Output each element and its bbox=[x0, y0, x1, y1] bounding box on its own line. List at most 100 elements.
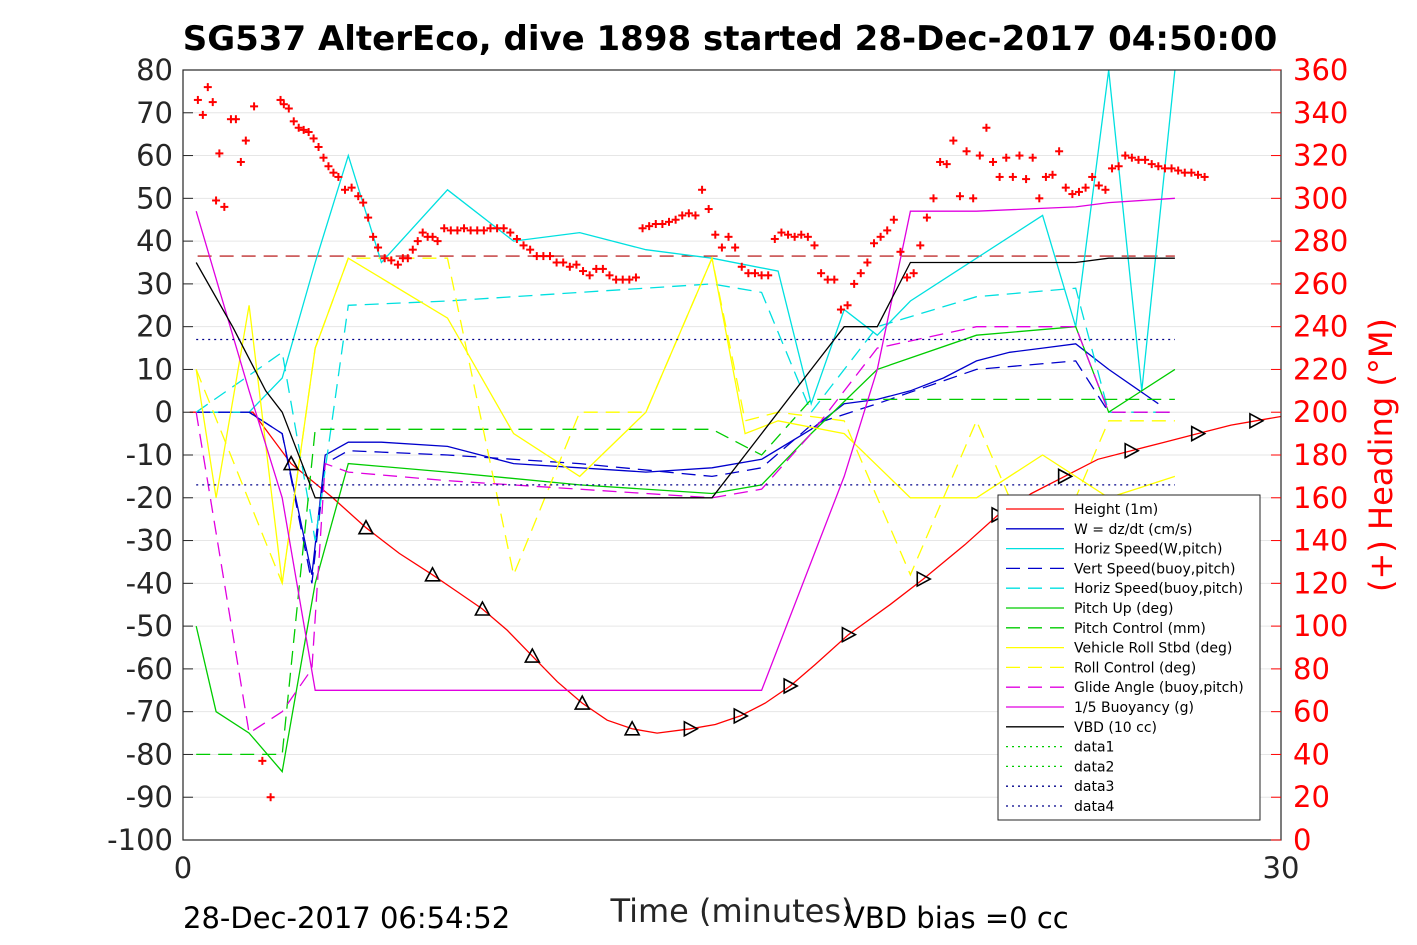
heading-point bbox=[347, 183, 356, 192]
heading-point bbox=[645, 222, 654, 231]
heading-point bbox=[284, 104, 293, 113]
heading-point bbox=[1194, 170, 1203, 179]
heading-point bbox=[982, 123, 991, 132]
depth-marker bbox=[1057, 468, 1074, 485]
y-tick-label: -80 bbox=[126, 737, 173, 771]
heading-point bbox=[208, 98, 217, 107]
heading-point bbox=[698, 185, 707, 194]
y2-tick-label: 240 bbox=[1293, 310, 1348, 344]
heading-point bbox=[1121, 151, 1130, 160]
y-tick-label: 70 bbox=[136, 96, 173, 130]
heading-point bbox=[922, 213, 931, 222]
heading-point bbox=[380, 254, 389, 263]
footer-timestamp: 28-Dec-2017 06:54:52 bbox=[183, 901, 510, 935]
legend-item-vehicle-roll-stbd-deg: Vehicle Roll Stbd (deg) bbox=[1074, 641, 1232, 657]
heading-point bbox=[572, 260, 581, 269]
y2-tick-label: 40 bbox=[1293, 737, 1330, 771]
heading-point bbox=[215, 149, 224, 158]
series-horiz-speed-w-pitch bbox=[196, 70, 1176, 413]
heading-point bbox=[545, 252, 554, 261]
y2-axis-label: (+) Heading (°M) bbox=[1362, 318, 1400, 592]
depth-marker bbox=[683, 720, 700, 738]
heading-point bbox=[294, 123, 303, 132]
series-roll-control-deg bbox=[195, 256, 1175, 586]
depth-marker bbox=[523, 647, 541, 663]
y-tick-label: 40 bbox=[136, 224, 173, 258]
heading-point bbox=[625, 275, 634, 284]
y-tick-label: -10 bbox=[126, 438, 173, 472]
heading-point bbox=[428, 232, 437, 241]
y2-tick-label: 340 bbox=[1293, 96, 1348, 130]
heading-point bbox=[750, 269, 759, 278]
heading-point bbox=[1200, 172, 1209, 181]
x-tick-label: 30 bbox=[1263, 851, 1300, 885]
y-tick-label: -40 bbox=[126, 566, 173, 600]
heading-point bbox=[413, 237, 422, 246]
heading-point bbox=[369, 232, 378, 241]
heading-point bbox=[790, 232, 799, 241]
heading-point bbox=[354, 192, 363, 201]
heading-point bbox=[737, 262, 746, 271]
heading-point bbox=[565, 262, 574, 271]
heading-point bbox=[506, 228, 515, 237]
series-w-dz-dt-cm-s bbox=[196, 343, 1159, 575]
y2-axis-ticks: 3603403203002802602402202001801601401201… bbox=[1271, 53, 1348, 857]
heading-point bbox=[863, 258, 872, 267]
heading-point bbox=[850, 279, 859, 288]
heading-point bbox=[684, 209, 693, 218]
depth-triangles bbox=[282, 412, 1265, 738]
heading-point bbox=[1114, 162, 1123, 171]
series-vert-speed-buoy-pitch bbox=[196, 360, 1175, 584]
heading-point bbox=[440, 224, 449, 233]
y-tick-label: 30 bbox=[136, 267, 173, 301]
x-tick-label: 0 bbox=[174, 851, 192, 885]
heading-point bbox=[220, 202, 229, 211]
y2-tick-label: 260 bbox=[1293, 267, 1348, 301]
legend-item-1-5-buoyancy-g: 1/5 Buoyancy (g) bbox=[1074, 700, 1194, 716]
depth-marker bbox=[1124, 442, 1140, 460]
heading-point bbox=[304, 128, 313, 137]
y2-tick-label: 20 bbox=[1293, 780, 1330, 814]
heading-point bbox=[843, 301, 852, 310]
heading-point bbox=[324, 162, 333, 171]
heading-point bbox=[916, 241, 925, 250]
heading-point bbox=[903, 273, 912, 282]
heading-point bbox=[830, 275, 839, 284]
heading-point bbox=[691, 211, 700, 220]
heading-point bbox=[433, 237, 442, 246]
heading-point bbox=[784, 230, 793, 239]
series-1-5-buoyancy-g bbox=[195, 197, 1175, 691]
depth-marker bbox=[573, 694, 591, 710]
heading-point bbox=[949, 136, 958, 145]
heading-point bbox=[198, 110, 207, 119]
heading-point bbox=[1068, 190, 1077, 199]
heading-point bbox=[731, 243, 740, 252]
heading-point bbox=[1101, 185, 1110, 194]
heading-point bbox=[909, 269, 918, 278]
y-tick-label: 0 bbox=[155, 395, 173, 429]
y2-tick-label: 100 bbox=[1293, 609, 1348, 643]
heading-point bbox=[658, 220, 667, 228]
y2-tick-label: 140 bbox=[1293, 524, 1348, 558]
heading-point bbox=[777, 228, 786, 237]
heading-point bbox=[1048, 170, 1057, 179]
heading-point bbox=[955, 192, 964, 201]
y2-tick-label: 300 bbox=[1293, 181, 1348, 215]
heading-point bbox=[418, 228, 427, 237]
heading-point bbox=[1174, 166, 1183, 175]
plot-series bbox=[189, 70, 1281, 774]
heading-point bbox=[387, 256, 396, 265]
legend-item-w-dz-dt-cm-s: W = dz/dt (cm/s) bbox=[1074, 522, 1193, 538]
footer-vbd-bias: VBD bias =0 cc bbox=[845, 901, 1069, 935]
legend-item-data4: data4 bbox=[1074, 799, 1115, 815]
heading-point bbox=[364, 213, 373, 222]
heading-point bbox=[359, 198, 368, 207]
legend-item-pitch-control-mm: Pitch Control (mm) bbox=[1074, 621, 1206, 637]
heading-point bbox=[1055, 147, 1064, 156]
depth-marker bbox=[1190, 425, 1207, 442]
x-axis-label: Time (minutes) bbox=[610, 892, 854, 930]
heading-point bbox=[1041, 172, 1050, 181]
heading-point bbox=[1094, 181, 1103, 190]
heading-point bbox=[810, 241, 819, 250]
heading-point bbox=[817, 269, 826, 278]
